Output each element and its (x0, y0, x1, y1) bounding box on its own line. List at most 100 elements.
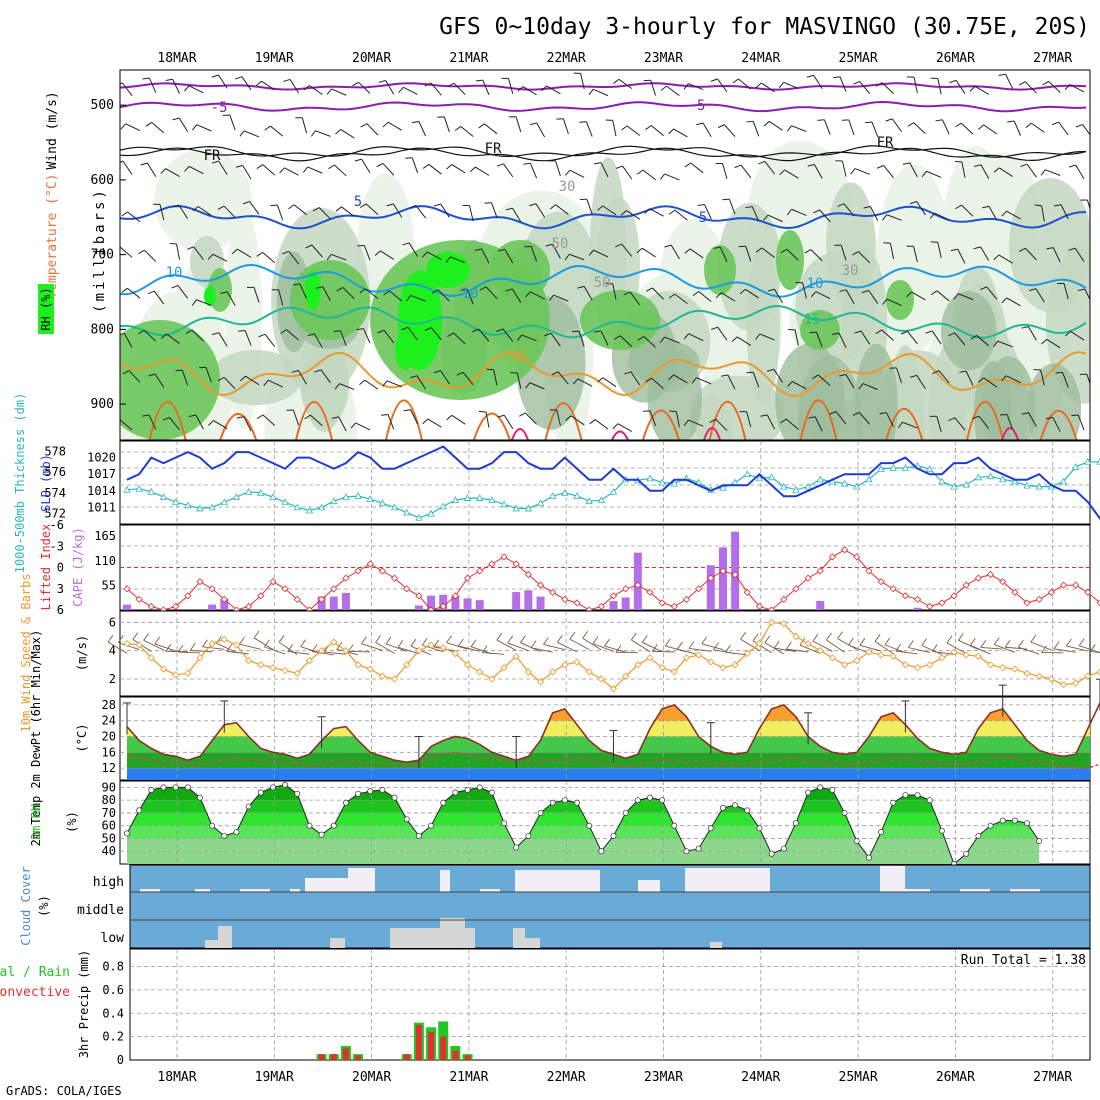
cloud-high-gap (515, 870, 600, 892)
wind-barb (802, 282, 807, 299)
lifted-index-point (658, 599, 666, 607)
lifted-index-point (1023, 599, 1031, 607)
cloud-high-gap (638, 880, 660, 892)
wind-barb-flag (523, 162, 531, 165)
wind-barb (504, 248, 514, 264)
wind-barb-flag (637, 169, 644, 175)
thickness-point (330, 497, 338, 505)
lifted-index-point (1047, 588, 1055, 596)
contour-label: 5 (699, 210, 707, 226)
wind-barb-flag (970, 335, 977, 340)
wind-barb-flag (739, 288, 746, 295)
wind-barb (1026, 163, 1037, 178)
rh2m-point (330, 822, 337, 829)
wind10m-barb (1053, 648, 1076, 653)
wind-barb (600, 162, 609, 178)
wind-barb-flag (925, 330, 933, 334)
wind-barb-flag (445, 256, 451, 263)
wind-barb-flag (398, 87, 404, 93)
wind-barb (153, 290, 165, 305)
temp2m-series (123, 678, 1100, 769)
wind-barb (568, 253, 585, 261)
wind-barb (965, 370, 974, 386)
wind-barb-flag (138, 249, 145, 255)
wind-barb (942, 119, 950, 135)
lifted-index-point (354, 567, 362, 575)
wind-barb (643, 336, 656, 348)
rh2m-tick-label: 60 (102, 819, 116, 833)
wind-barb-flag (217, 376, 225, 382)
rh2m-point (598, 848, 605, 855)
wind-barb (1041, 205, 1045, 222)
wind-barb (363, 245, 371, 261)
wind10m-speed-point (804, 640, 812, 648)
wind10m-barb (740, 638, 760, 651)
wind-barb (792, 381, 807, 390)
lifted-index-point (135, 595, 143, 603)
wind-barb-flag (804, 249, 812, 254)
temp-contour-30 (611, 430, 629, 440)
wind-barb (938, 370, 950, 384)
pressure-tick-label: 600 (91, 173, 114, 188)
cloud-low-cell (330, 938, 345, 948)
rh-high-humidity-blob (426, 252, 470, 288)
rh2m-point (902, 792, 909, 798)
thickness-point (451, 496, 460, 504)
wind-barb (430, 327, 442, 341)
slp-tick-label: 1011 (87, 500, 116, 514)
thickness-tick-label: 576 (44, 465, 66, 479)
wind-barb-flag (282, 250, 290, 255)
wind10m-barb-flag (143, 633, 150, 641)
wind10m-speed-point (792, 632, 800, 641)
lifted-index-point (1072, 581, 1080, 589)
lifted-index-tick-label: -3 (50, 539, 64, 553)
wind-barb-flag (594, 330, 602, 333)
wind-barb-flag (684, 248, 691, 254)
wind-barb-flag (191, 124, 198, 131)
wind-barb-flag (786, 125, 792, 132)
wind-barb (262, 164, 276, 176)
wind-barb (745, 246, 752, 262)
wind10m-speed-point (816, 647, 824, 655)
rh2m-point (817, 784, 824, 791)
wind-barb-flag (328, 164, 335, 170)
lifted-index-point (281, 585, 289, 593)
cape-bar (816, 601, 825, 610)
wind-barb-flag (909, 201, 917, 205)
wind-barb-flag (853, 80, 860, 85)
rh2m-point (428, 822, 435, 829)
rh2m-point (1024, 820, 1030, 827)
lifted-index-point (609, 592, 618, 600)
wind-barb-flag (852, 251, 859, 256)
wind-barb (717, 78, 728, 93)
wind10m-barb-flag (1017, 639, 1024, 648)
rh2m-point (172, 784, 179, 791)
wind-barb-flag (235, 164, 243, 168)
wind-barb (427, 418, 442, 428)
thickness-point (366, 495, 374, 503)
wind10m-barb-flag (154, 636, 161, 645)
wind-barb (858, 251, 871, 264)
wind10m-speed-point (1035, 672, 1043, 680)
wind10m-barb-flag (859, 638, 866, 646)
wind-barb (361, 158, 371, 173)
wind10m-barb-flag (931, 644, 938, 652)
wind-barb (249, 201, 260, 215)
slp-line (126, 445, 1100, 521)
wind-barb-flag (713, 246, 721, 249)
wind-barb (629, 291, 641, 306)
rh-legend-swatch (38, 284, 54, 334)
lifted-index-point (391, 574, 399, 582)
wind-barb-flag (525, 291, 531, 298)
wind-barb (673, 374, 688, 384)
wind-barb (976, 335, 990, 347)
wind-barb (546, 85, 561, 95)
lifted-index-point (403, 585, 411, 593)
precip-total-title: Total / Rain (0, 965, 70, 980)
rh2m-point (963, 850, 970, 857)
wind-barb (403, 86, 418, 95)
rh2m-point (452, 789, 459, 796)
wind-barb-flag (505, 207, 513, 211)
lifted-index-point (889, 585, 897, 593)
wind-barb (767, 214, 783, 223)
